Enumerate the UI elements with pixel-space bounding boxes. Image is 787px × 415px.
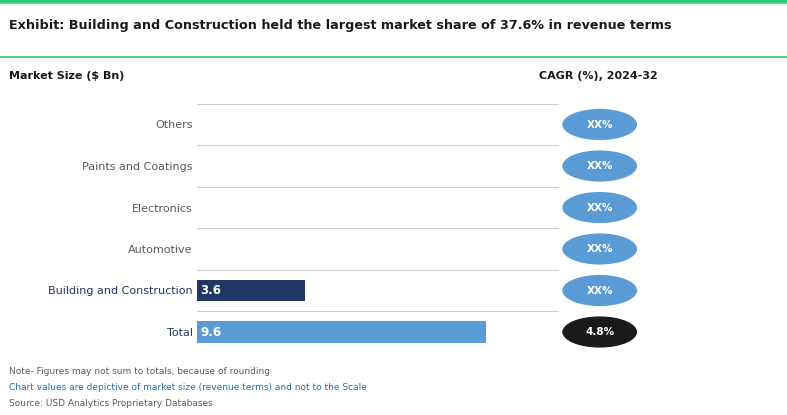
Text: XX%: XX% — [586, 286, 613, 295]
Text: CAGR (%), 2024-32: CAGR (%), 2024-32 — [539, 71, 657, 81]
Bar — [197, 280, 305, 301]
Bar — [197, 321, 486, 343]
Text: Source: USD Analytics Proprietary Databases: Source: USD Analytics Proprietary Databa… — [9, 399, 213, 408]
Text: 3.6: 3.6 — [201, 284, 221, 297]
Text: XX%: XX% — [586, 120, 613, 129]
Text: XX%: XX% — [586, 161, 613, 171]
Text: XX%: XX% — [586, 244, 613, 254]
Text: 4.8%: 4.8% — [585, 327, 615, 337]
Text: Exhibit: Building and Construction held the largest market share of 37.6% in rev: Exhibit: Building and Construction held … — [9, 19, 672, 32]
Text: Note- Figures may not sum to totals, because of rounding: Note- Figures may not sum to totals, bec… — [9, 367, 271, 376]
Text: Chart values are depictive of market size (revenue terms) and not to the Scale: Chart values are depictive of market siz… — [9, 383, 368, 392]
Text: XX%: XX% — [586, 203, 613, 212]
Text: 9.6: 9.6 — [201, 325, 221, 339]
Text: Market Size ($ Bn): Market Size ($ Bn) — [9, 71, 125, 81]
